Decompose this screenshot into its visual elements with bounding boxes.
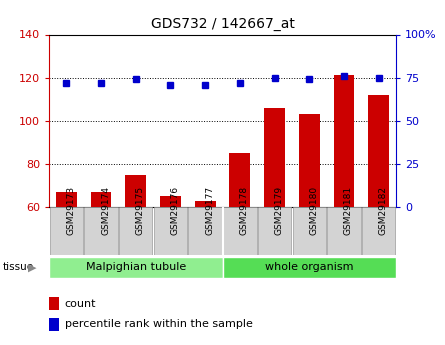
FancyBboxPatch shape — [85, 207, 117, 255]
FancyBboxPatch shape — [50, 207, 83, 255]
Text: percentile rank within the sample: percentile rank within the sample — [65, 319, 252, 329]
FancyBboxPatch shape — [119, 207, 152, 255]
Bar — [195, 200, 215, 207]
Text: GSM29179: GSM29179 — [275, 186, 283, 235]
FancyBboxPatch shape — [328, 207, 360, 255]
Bar — [160, 196, 181, 207]
Text: tissue: tissue — [2, 263, 33, 272]
Bar — [368, 95, 389, 207]
Bar — [299, 114, 320, 207]
FancyBboxPatch shape — [154, 207, 187, 255]
Text: GSM29176: GSM29176 — [170, 186, 179, 235]
Bar — [230, 153, 250, 207]
FancyBboxPatch shape — [362, 207, 395, 255]
Bar — [264, 108, 285, 207]
FancyBboxPatch shape — [223, 207, 256, 255]
Bar — [125, 175, 146, 207]
Text: GSM29178: GSM29178 — [240, 186, 249, 235]
Bar — [49, 297, 59, 310]
Text: GSM29182: GSM29182 — [379, 186, 388, 235]
Bar — [56, 192, 77, 207]
Text: GSM29180: GSM29180 — [309, 186, 318, 235]
Text: GSM29174: GSM29174 — [101, 186, 110, 235]
Text: GSM29177: GSM29177 — [205, 186, 214, 235]
FancyBboxPatch shape — [222, 257, 396, 278]
Title: GDS732 / 142667_at: GDS732 / 142667_at — [150, 17, 295, 31]
Bar — [91, 192, 111, 207]
Text: whole organism: whole organism — [265, 263, 353, 272]
FancyBboxPatch shape — [258, 207, 291, 255]
Text: count: count — [65, 299, 96, 308]
Text: ▶: ▶ — [28, 263, 36, 272]
FancyBboxPatch shape — [49, 257, 222, 278]
Text: GSM29175: GSM29175 — [136, 186, 145, 235]
FancyBboxPatch shape — [189, 207, 222, 255]
Text: GSM29181: GSM29181 — [344, 186, 353, 235]
Bar — [49, 318, 59, 331]
Bar — [334, 76, 354, 207]
FancyBboxPatch shape — [293, 207, 326, 255]
Text: Malpighian tubule: Malpighian tubule — [85, 263, 186, 272]
Text: GSM29173: GSM29173 — [66, 186, 75, 235]
